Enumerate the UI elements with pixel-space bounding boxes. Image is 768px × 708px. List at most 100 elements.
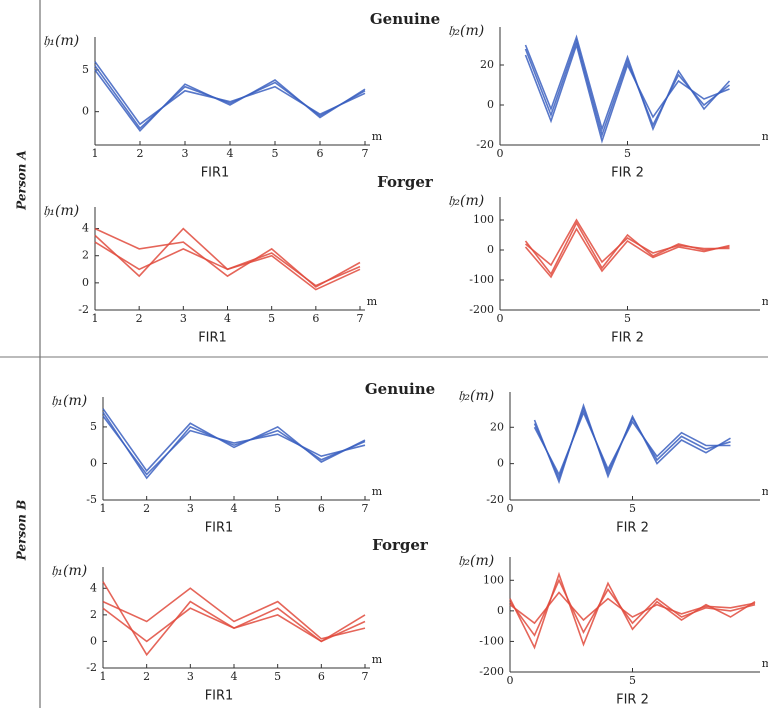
y-tick-label: -100	[469, 273, 494, 286]
y-tick-label: 100	[483, 573, 504, 586]
x-axis-label: m	[762, 657, 768, 670]
x-tick-label: 7	[362, 502, 369, 515]
x-tick-label: 4	[227, 147, 234, 160]
y-tick-label: -20	[486, 493, 504, 506]
x-tick-label: 6	[317, 147, 324, 160]
x-tick-label: 2	[143, 670, 150, 683]
x-tick-label: 1	[100, 502, 107, 515]
caption: FIR 2	[611, 166, 644, 181]
row-title: Genuine	[370, 10, 440, 28]
x-tick-label: 5	[268, 312, 275, 325]
x-tick-label: 5	[274, 670, 281, 683]
x-tick-label: 0	[507, 502, 514, 515]
x-tick-label: 0	[507, 674, 514, 687]
x-tick-label: 5	[624, 147, 631, 160]
y-tick-label: 0	[497, 604, 504, 617]
x-tick-label: 5	[629, 674, 636, 687]
x-tick-label: 2	[136, 312, 143, 325]
y-tick-label: -200	[479, 665, 504, 678]
x-axis-label: m	[372, 485, 383, 498]
x-axis-label: m	[372, 130, 383, 143]
y-axis-label: 𝔥₂(m)	[448, 193, 484, 209]
y-tick-label: -2	[86, 661, 97, 674]
data-line	[509, 591, 756, 625]
x-tick-label: 2	[137, 147, 144, 160]
x-tick-label: 5	[624, 312, 631, 325]
data-line	[524, 42, 730, 144]
data-line	[102, 607, 366, 643]
data-line	[524, 34, 731, 132]
data-line	[94, 241, 361, 287]
y-tick-label: 20	[490, 420, 504, 433]
y-tick-label: 5	[82, 63, 89, 76]
x-tick-label: 3	[187, 670, 194, 683]
y-tick-label: -20	[476, 138, 494, 151]
caption: FIR1	[198, 331, 227, 346]
data-line	[94, 61, 366, 126]
caption: FIR1	[205, 689, 234, 704]
x-tick-label: 4	[231, 670, 238, 683]
x-tick-label: 5	[274, 502, 281, 515]
data-line	[533, 402, 731, 485]
y-tick-label: 0	[90, 456, 97, 469]
x-tick-label: 7	[362, 670, 369, 683]
x-axis-label: m	[367, 295, 378, 308]
x-tick-label: 4	[231, 502, 238, 515]
y-tick-label: 2	[90, 608, 97, 621]
y-tick-label: 0	[82, 105, 89, 118]
person-label: Person A	[15, 150, 29, 211]
y-tick-label: 2	[82, 249, 89, 262]
y-axis-label: 𝔥₂(m)	[458, 553, 494, 569]
data-line	[524, 218, 730, 267]
y-tick-label: 0	[497, 457, 504, 470]
y-tick-label: -2	[78, 303, 89, 316]
x-tick-label: 2	[143, 502, 150, 515]
y-tick-label: 0	[90, 634, 97, 647]
y-axis-label: 𝔥₁(m)	[51, 393, 87, 409]
y-axis-label: 𝔥₂(m)	[458, 388, 494, 404]
data-line	[102, 408, 366, 473]
x-tick-label: 7	[357, 312, 364, 325]
y-tick-label: 0	[487, 243, 494, 256]
y-tick-label: 4	[82, 222, 89, 235]
x-tick-label: 0	[497, 312, 504, 325]
y-tick-label: 20	[480, 58, 494, 71]
x-tick-label: 6	[318, 502, 325, 515]
x-tick-label: 3	[187, 502, 194, 515]
y-axis-label: 𝔥₁(m)	[51, 563, 87, 579]
x-axis-label: m	[762, 130, 768, 143]
y-tick-label: 5	[90, 420, 97, 433]
data-line	[524, 227, 730, 279]
data-line	[102, 587, 366, 640]
y-axis-label: 𝔥₂(m)	[448, 23, 484, 39]
y-axis-label: 𝔥₁(m)	[43, 33, 79, 49]
x-tick-label: 5	[629, 502, 636, 515]
x-axis-label: m	[762, 295, 768, 308]
caption: FIR1	[201, 166, 230, 181]
x-tick-label: 3	[182, 147, 189, 160]
x-tick-label: 0	[497, 147, 504, 160]
data-line	[102, 415, 366, 476]
caption: FIR 2	[611, 331, 644, 346]
x-tick-label: 7	[362, 147, 369, 160]
row-title: Genuine	[365, 380, 435, 398]
y-tick-label: 0	[487, 98, 494, 111]
person-label: Person B	[15, 500, 29, 561]
x-tick-label: 1	[92, 147, 99, 160]
data-line	[94, 227, 361, 288]
row-title: Forger	[372, 536, 429, 554]
x-tick-label: 1	[100, 670, 107, 683]
y-tick-label: -5	[86, 493, 97, 506]
x-axis-label: m	[372, 653, 383, 666]
y-tick-label: 0	[82, 276, 89, 289]
y-tick-label: 4	[90, 581, 97, 594]
row-title: Forger	[377, 173, 434, 191]
x-tick-label: 1	[92, 312, 99, 325]
x-tick-label: 6	[318, 670, 325, 683]
data-line	[94, 65, 366, 130]
y-axis-label: 𝔥₁(m)	[43, 203, 79, 219]
y-tick-label: -100	[479, 634, 504, 647]
x-tick-label: 4	[224, 312, 231, 325]
